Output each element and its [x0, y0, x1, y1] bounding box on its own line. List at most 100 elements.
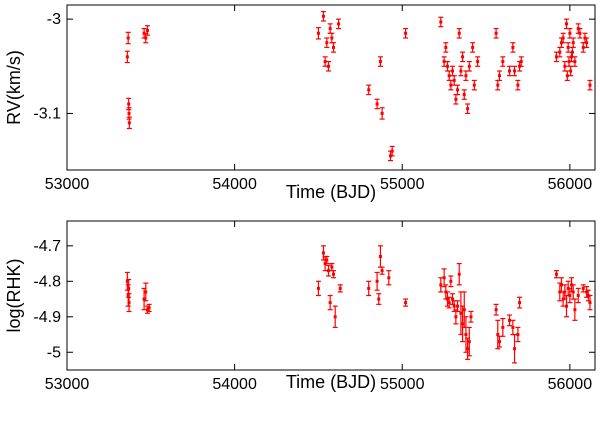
point-marker: [333, 315, 337, 319]
y-tick-label: -4.8: [33, 273, 61, 290]
data-point: [453, 93, 459, 105]
point-marker: [454, 315, 458, 319]
data-point: [495, 319, 501, 350]
point-marker: [461, 322, 465, 326]
point-marker: [328, 301, 332, 305]
data-point: [553, 51, 559, 63]
point-marker: [456, 304, 460, 308]
point-marker: [325, 258, 329, 262]
data-point: [570, 37, 576, 49]
point-marker: [445, 64, 449, 68]
data-point: [564, 70, 570, 82]
point-marker: [390, 149, 394, 153]
point-marker: [127, 121, 131, 125]
data-point: [572, 298, 578, 321]
data-point: [377, 56, 383, 67]
point-marker: [513, 347, 517, 351]
data-point: [366, 280, 372, 297]
point-marker: [375, 279, 379, 283]
point-marker: [476, 60, 480, 64]
data-point: [564, 18, 570, 30]
point-marker: [330, 265, 334, 269]
data-point: [572, 56, 578, 67]
point-marker: [323, 60, 327, 64]
point-marker: [367, 286, 371, 290]
data-point: [441, 56, 447, 67]
point-marker: [570, 50, 574, 54]
data-point: [567, 287, 573, 304]
point-marker: [462, 93, 466, 97]
data-point: [327, 23, 333, 34]
point-marker: [554, 272, 558, 276]
point-marker: [404, 31, 408, 35]
point-marker: [375, 102, 379, 106]
point-marker: [457, 31, 461, 35]
point-marker: [328, 27, 332, 31]
point-marker: [449, 279, 453, 283]
data-point: [465, 103, 471, 115]
point-marker: [511, 45, 515, 49]
point-marker: [332, 45, 336, 49]
data-point: [379, 266, 385, 275]
point-marker: [142, 297, 146, 301]
data-point: [403, 27, 409, 39]
point-marker: [585, 41, 589, 45]
point-marker: [567, 60, 571, 64]
x-tick-label: 56000: [548, 176, 593, 193]
data-point: [587, 294, 593, 311]
y-axis-label: log(RHK): [4, 258, 24, 332]
data-point: [517, 296, 523, 309]
point-marker: [332, 272, 336, 276]
point-marker: [126, 36, 130, 40]
data-point: [329, 32, 335, 44]
point-marker: [461, 55, 465, 59]
point-marker: [145, 308, 149, 312]
point-marker: [378, 254, 382, 258]
data-point: [500, 56, 506, 67]
point-marker: [497, 74, 501, 78]
point-marker: [377, 297, 381, 301]
data-point: [325, 60, 331, 72]
data-point: [510, 42, 516, 53]
point-marker: [337, 22, 341, 26]
point-marker: [125, 55, 129, 59]
data-point: [455, 84, 461, 96]
point-marker: [447, 74, 451, 78]
point-marker: [444, 45, 448, 49]
data-point: [443, 42, 449, 53]
point-marker: [585, 290, 589, 294]
data-point: [470, 42, 476, 53]
point-marker: [558, 50, 562, 54]
point-marker: [588, 83, 592, 87]
data-point: [575, 287, 581, 304]
point-marker: [569, 69, 573, 73]
point-marker: [380, 269, 384, 273]
point-marker: [559, 283, 563, 287]
point-marker: [338, 286, 342, 290]
point-marker: [326, 64, 330, 68]
point-marker: [125, 279, 129, 283]
point-marker: [316, 31, 320, 35]
point-marker: [127, 111, 131, 115]
point-marker: [469, 315, 473, 319]
data-point: [325, 264, 331, 277]
data-point: [455, 300, 461, 313]
data-point: [451, 75, 457, 86]
x-tick-label: 56000: [548, 376, 593, 393]
data-point: [507, 314, 513, 327]
point-marker: [326, 269, 330, 273]
point-marker: [451, 297, 455, 301]
data-point: [332, 305, 338, 329]
data-point: [461, 89, 467, 100]
point-marker: [442, 276, 446, 280]
y-tick-label: -3.1: [33, 105, 61, 122]
data-point: [386, 270, 392, 286]
point-marker: [451, 69, 455, 73]
point-marker: [464, 333, 468, 337]
rv-panel: 53000 54000 55000 56000 -3 -3.1 Time (BJD) RV(k…: [4, 4, 596, 202]
x-tick-label: 55000: [380, 376, 425, 393]
data-point: [495, 79, 501, 91]
point-marker: [573, 308, 577, 312]
x-axis-label: Time (BJD): [286, 372, 376, 392]
point-marker: [467, 340, 471, 344]
